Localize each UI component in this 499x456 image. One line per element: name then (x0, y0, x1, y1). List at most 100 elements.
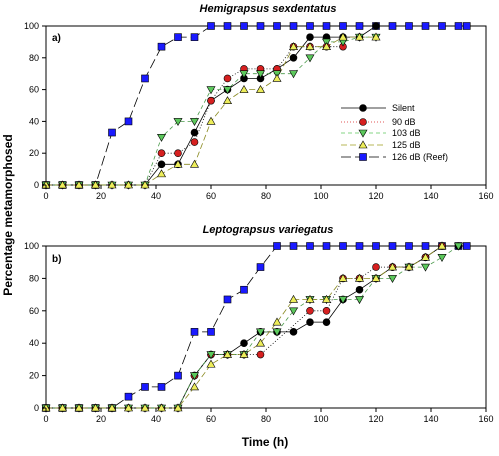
panel-b-x-tick-label: 20 (96, 414, 106, 424)
panel-b-point-126-db-reef (372, 242, 380, 250)
panel-a-y-tick-label: 80 (29, 53, 39, 63)
panel-a-point-126-db-reef (388, 22, 397, 30)
panel-b-point-126-db-reef (174, 371, 182, 380)
panel-a-point-126-db-reef (454, 22, 463, 30)
panel-a-point-silent (157, 160, 166, 169)
panel-b-point-126-db-reef (306, 242, 314, 250)
panel-a-point-125-db (74, 180, 84, 189)
panel-b-point-126-db-reef (462, 242, 471, 250)
x-axis-label: Time (h) (242, 435, 288, 449)
panel-a-point-126-db-reef (240, 22, 248, 30)
panel-b-point-126-db-reef (223, 295, 232, 304)
panel-a-x-tick-label: 60 (206, 191, 216, 201)
panel-b-point-125-db (90, 403, 101, 412)
panel-a-point-silent (190, 128, 199, 137)
panel-a-x-tick-label: 120 (368, 191, 383, 201)
panel-a-series-line-125-db (46, 36, 376, 186)
panel-b-point-126-db-reef (124, 392, 133, 401)
panel-a-point-126-db-reef (438, 22, 446, 30)
panel-b-y-tick-label: 40 (29, 338, 39, 348)
panel-a-x-tick-label: 100 (313, 191, 328, 201)
panel-b-point-90-db (372, 263, 380, 271)
panel-b-title: Leptograpsus variegatus (203, 224, 334, 236)
panel-b-point-90-db (322, 306, 331, 315)
panel-a-point-103-db (288, 70, 299, 79)
panel-a-point-90-db (207, 96, 215, 105)
panel-b-point-125-db (206, 359, 216, 368)
panel-a-x-tick-label: 20 (96, 191, 106, 201)
panel-b-point-125-db (387, 262, 398, 271)
panel-b-x-tick-label: 120 (368, 414, 383, 424)
panel-a-point-103-db (255, 70, 266, 79)
panel-a-point-126-db-reef (190, 33, 199, 41)
panel-b-point-125-db (272, 317, 282, 326)
panel-b-point-125-db (57, 403, 68, 412)
panel-a-point-125-db (57, 180, 68, 189)
panel-a-label: a) (52, 33, 61, 44)
panel-a-x-tick-label: 80 (261, 191, 271, 201)
legend-entry-103db: 103 dB (341, 128, 421, 138)
panel-b-point-90-db (256, 350, 265, 359)
legend: Silent 90 dB 103 dB 125 dB 126 dB (Reef) (341, 103, 448, 162)
panel-b-point-125-db (123, 403, 134, 412)
panel-b-point-126-db-reef (256, 263, 265, 271)
panel-a-y-tick-label: 20 (29, 148, 39, 158)
panel-b-point-103-db (272, 328, 282, 337)
panel-b-point-125-db (354, 273, 365, 282)
panel-b-point-126-db-reef (141, 383, 149, 391)
panel-a-title: Hemigrapsus sexdentatus (200, 3, 337, 15)
panel-a-point-silent (306, 33, 314, 41)
panel-a-point-90-db (223, 74, 232, 83)
panel-b-point-126-db-reef (289, 242, 298, 250)
panel-b-point-125-db (288, 294, 299, 303)
panel-a-point-125-db (189, 159, 200, 168)
panel-a-x-tick-label: 140 (423, 191, 438, 201)
panel-a-point-125-db (140, 180, 150, 189)
panel-b-y-tick-label: 0 (34, 403, 39, 413)
panel-b-point-126-db-reef (405, 242, 413, 250)
panel-b-point-125-db (222, 349, 233, 358)
panel-a-point-126-db-reef (462, 22, 471, 30)
panel-b-y-tick-label: 80 (29, 273, 39, 283)
panel-b-point-126-db-reef (240, 285, 248, 294)
panel-b-point-126-db-reef (273, 242, 281, 250)
panel-a-y-tick-label: 40 (29, 116, 39, 126)
panel-a-point-125-db (107, 180, 117, 189)
panel-a-point-103-db (222, 86, 233, 95)
panel-b-x-tick-label: 140 (423, 414, 438, 424)
panel-a-point-126-db-reef (421, 22, 430, 30)
panel-a-point-103-db (173, 118, 183, 127)
panel-a-point-125-db (371, 32, 381, 41)
panel-b-point-103-db (354, 296, 365, 305)
panel-a-x-tick-label: 40 (151, 191, 161, 201)
panel-b-point-103-db (206, 351, 216, 360)
panel-b-point-125-db (437, 241, 447, 250)
panel-b-point-103-db (420, 263, 431, 272)
legend-entry-silent: Silent (341, 103, 415, 113)
panel-a-y-tick-label: 100 (24, 21, 39, 31)
panel-b-point-125-db (140, 403, 150, 412)
panel-b-point-silent (240, 339, 248, 348)
legend-label-reef: 126 dB (Reef) (392, 152, 448, 162)
panel-b-point-126-db-reef (421, 242, 430, 250)
panel-b-point-126-db-reef (355, 242, 364, 250)
panel-a-point-126-db-reef (289, 22, 298, 30)
panel-a-point-125-db (206, 116, 216, 125)
panel-a-series-line-103-db (46, 36, 376, 186)
panel-b-tick-layer: 0 20 40 60 80 100 120 140 160 0 20 40 60 80 100 (24, 241, 494, 424)
panel-b-point-103-db (189, 372, 200, 381)
panel-b-point-125-db (239, 349, 249, 358)
panel-b-series-line-103-db (46, 245, 459, 409)
panel-b-point-125-db (173, 403, 183, 412)
legend-label-silent: Silent (392, 103, 415, 113)
legend-entry-90db: 90 dB (341, 117, 416, 127)
panel-a-point-126-db-reef (141, 74, 149, 83)
panel-b-point-125-db (338, 273, 348, 282)
panel-b-x-tick-label: 100 (313, 414, 328, 424)
panel-b-series-line-126-db-reef (46, 245, 467, 409)
panel-a-point-126-db-reef (355, 22, 364, 30)
panel-a-point-125-db (321, 42, 332, 50)
panel-a-point-125-db (123, 180, 134, 189)
panel-a-point-125-db (239, 84, 249, 93)
panel-b-point-silent (306, 318, 314, 326)
